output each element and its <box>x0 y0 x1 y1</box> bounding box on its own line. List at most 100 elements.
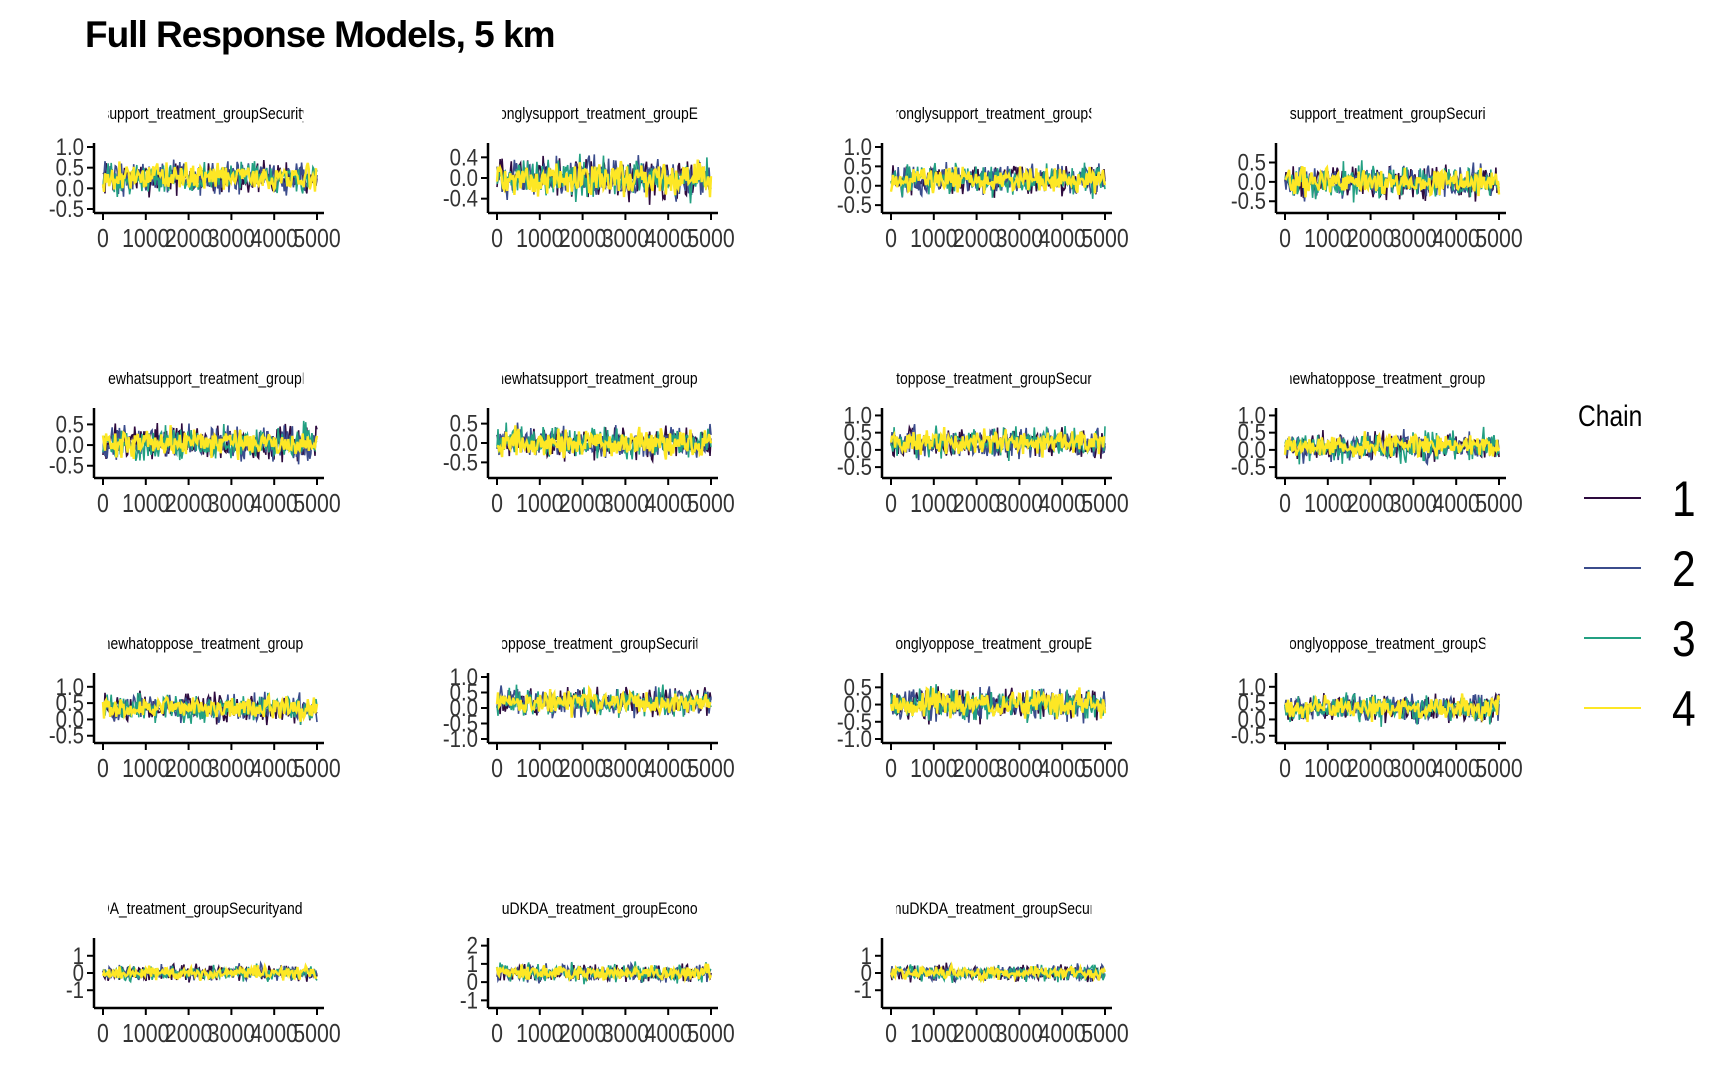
panel-title: mewhatoppose_treatment_groupS <box>99 635 313 654</box>
panel-title: newhatsupport_treatment_groupE <box>100 370 311 389</box>
legend-swatch-4 <box>1584 707 1641 709</box>
y-tick-label: 0.0 <box>450 164 478 191</box>
x-tick-label: 3000 <box>602 1019 649 1049</box>
trace-panel: tronglysupport_treatment_groupS -0.50.00.… <box>837 105 1129 254</box>
x-tick-label: 4000 <box>1038 489 1085 519</box>
trace-line-chain-4 <box>101 161 318 194</box>
x-tick-label: 1000 <box>910 489 957 519</box>
y-tick-label: 0.0 <box>56 432 84 459</box>
y-tick-label: -0.4 <box>443 185 478 212</box>
x-tick-label: 5000 <box>687 489 734 519</box>
trace-line-chain-4 <box>495 963 713 984</box>
x-tick-label: 4000 <box>644 754 691 784</box>
x-tick-label: 0 <box>491 489 503 519</box>
y-tick-label: 0.0 <box>450 429 478 456</box>
y-tick-label: 0.4 <box>450 144 478 171</box>
y-tick-label: 0.0 <box>56 175 84 202</box>
panel-title: ronglysupport_treatment_groupEc <box>494 105 705 124</box>
x-tick-label: 2000 <box>165 1019 212 1049</box>
x-tick-label: 0 <box>97 224 109 254</box>
y-tick-label: -0.5 <box>443 449 478 476</box>
y-tick-label: 2 <box>467 932 478 959</box>
legend-label-4: 4 <box>1672 681 1696 737</box>
x-tick-label: 2000 <box>559 1019 606 1049</box>
x-tick-label: 2000 <box>1347 754 1394 784</box>
y-tick-label: 1.0 <box>844 133 872 160</box>
y-tick-label: -0.5 <box>1231 722 1266 749</box>
x-tick-label: 4000 <box>250 224 297 254</box>
panel-title: mewhatoppose_treatment_groupE <box>1281 370 1495 389</box>
trace-panel: mewhatsupport_treatment_groupS -0.50.00.5… <box>443 370 735 519</box>
y-tick-label: 1.0 <box>1238 673 1266 700</box>
legend-item-3: 3 <box>1584 608 1728 668</box>
x-tick-label: 3000 <box>208 489 255 519</box>
y-tick-label: 0.0 <box>1238 706 1266 733</box>
x-tick-label: 1000 <box>910 224 957 254</box>
y-tick-label: -0.5 <box>1231 454 1266 481</box>
x-tick-label: 3000 <box>996 1019 1043 1049</box>
trace-line-chain-4 <box>1283 431 1501 460</box>
y-tick-label: -0.5 <box>837 454 872 481</box>
x-tick-label: 0 <box>1279 489 1291 519</box>
x-tick-label: 1000 <box>516 754 563 784</box>
x-tick-label: 3000 <box>208 224 255 254</box>
y-tick-label: 0 <box>73 959 84 986</box>
y-tick-label: 1.0 <box>56 133 84 160</box>
y-tick-label: -0.5 <box>49 195 84 222</box>
x-tick-label: 1000 <box>1304 224 1351 254</box>
legend-label-3: 3 <box>1672 611 1696 667</box>
x-tick-label: 3000 <box>602 754 649 784</box>
x-tick-label: 1000 <box>1304 754 1351 784</box>
y-tick-label: -1 <box>460 987 478 1014</box>
x-tick-label: 5000 <box>1475 754 1522 784</box>
trace-panel: yoppose_treatment_groupSecurity-1.0-0.50… <box>443 635 735 784</box>
x-tick-label: 2000 <box>165 754 212 784</box>
x-tick-label: 4000 <box>644 1019 691 1049</box>
x-tick-label: 2000 <box>165 489 212 519</box>
x-tick-label: 5000 <box>293 489 340 519</box>
x-tick-label: 1000 <box>122 1019 169 1049</box>
x-tick-label: 4000 <box>1432 754 1479 784</box>
y-tick-label: 0.5 <box>844 153 872 180</box>
y-tick-label: -1.0 <box>837 725 872 752</box>
x-tick-label: 5000 <box>293 754 340 784</box>
x-tick-label: 0 <box>885 1019 897 1049</box>
x-tick-label: 1000 <box>122 754 169 784</box>
x-tick-label: 0 <box>1279 224 1291 254</box>
y-tick-label: 0.5 <box>1238 419 1266 446</box>
trace-line-chain-4 <box>496 425 713 460</box>
trace-line-chain-4 <box>101 425 319 461</box>
panel-title: tsupport_treatment_groupSecurit <box>1286 105 1490 124</box>
panel-title: mewhatsupport_treatment_groupS <box>492 370 706 389</box>
trace-line-chain-3 <box>890 162 1106 199</box>
panel-title: yoppose_treatment_groupSecurity <box>493 635 706 654</box>
y-tick-label: 0.5 <box>450 679 478 706</box>
panel-title: muDKDA_treatment_groupSecuri <box>890 900 1097 919</box>
y-tick-label: -0.5 <box>837 192 872 219</box>
panel-title: tronglyoppose_treatment_groupSe <box>1280 635 1494 654</box>
x-tick-label: 0 <box>491 224 503 254</box>
y-tick-label: 0.5 <box>844 674 872 701</box>
x-tick-label: 2000 <box>165 224 212 254</box>
trace-line-chain-4 <box>495 684 712 718</box>
y-tick-label: 0.0 <box>844 172 872 199</box>
x-tick-label: 3000 <box>1390 224 1437 254</box>
legend-item-1: 1 <box>1584 468 1728 528</box>
x-tick-label: 5000 <box>293 1019 340 1049</box>
x-tick-label: 4000 <box>644 489 691 519</box>
y-tick-label: 1 <box>73 942 84 969</box>
x-tick-label: 2000 <box>1347 489 1394 519</box>
trace-line-chain-4 <box>889 961 1107 984</box>
y-tick-label: 0.5 <box>450 410 478 437</box>
legend-swatch-2 <box>1584 567 1641 569</box>
trace-panel: ronglysupport_treatment_groupEc -0.40.00.… <box>443 105 735 254</box>
x-tick-label: 5000 <box>1475 489 1522 519</box>
y-tick-label: 1.0 <box>450 663 478 690</box>
y-tick-label: 0 <box>861 959 872 986</box>
x-tick-label: 5000 <box>1081 224 1128 254</box>
trace-line-chain-4 <box>1284 693 1501 724</box>
x-tick-label: 2000 <box>953 754 1000 784</box>
